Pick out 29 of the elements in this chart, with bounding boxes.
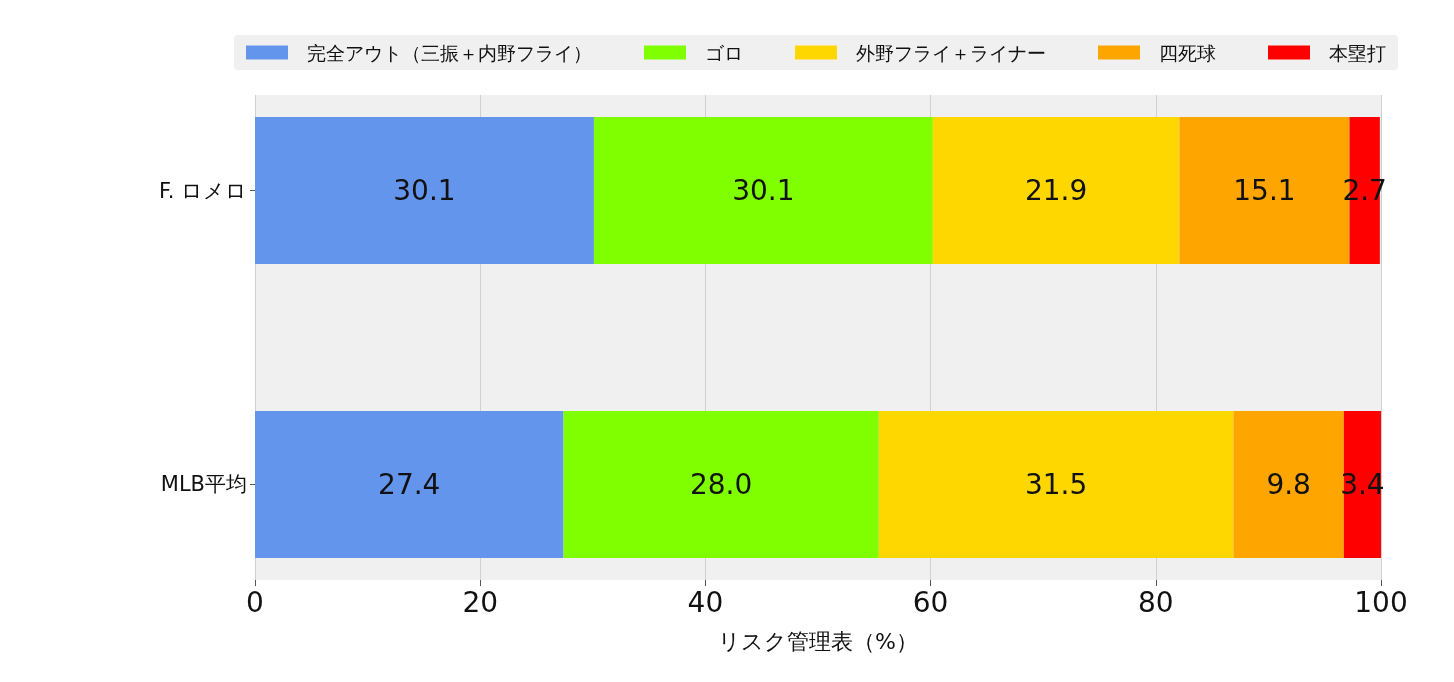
legend-label: ゴロ <box>705 41 743 64</box>
x-tick-label: 80 <box>1137 585 1174 619</box>
legend-label: 外野フライ＋ライナー <box>856 41 1046 64</box>
x-tick-label: 100 <box>1354 585 1408 619</box>
bar <box>563 410 879 558</box>
x-tick-label: 60 <box>912 585 949 619</box>
bar <box>932 117 1180 265</box>
x-tick-label: 0 <box>246 585 264 619</box>
data-label: 30.1 <box>732 174 795 208</box>
data-label: 31.5 <box>1024 467 1088 501</box>
bar <box>1233 410 1344 558</box>
bar <box>255 117 594 265</box>
y-tick-label: MLB平均 <box>160 472 247 497</box>
data-label: 21.9 <box>1024 174 1088 208</box>
bar <box>878 410 1234 558</box>
y-tick-label: F. ロメロ <box>158 178 247 203</box>
data-label: 28.0 <box>689 467 753 501</box>
x-axis-title: リスク管理表（%） <box>718 628 918 654</box>
data-label: 27.4 <box>378 467 441 501</box>
data-label: 30.1 <box>393 174 456 208</box>
bar <box>255 410 564 558</box>
x-tick-label: 40 <box>687 585 724 619</box>
data-label: 15.1 <box>1233 174 1296 208</box>
legend-label: 完全アウト（三振＋内野フライ） <box>307 41 592 64</box>
data-label: 9.8 <box>1266 467 1311 501</box>
x-tick-label: 20 <box>462 585 499 619</box>
bar <box>593 117 933 265</box>
legend-label: 四死球 <box>1159 41 1216 64</box>
legend-label: 本塁打 <box>1329 41 1386 64</box>
